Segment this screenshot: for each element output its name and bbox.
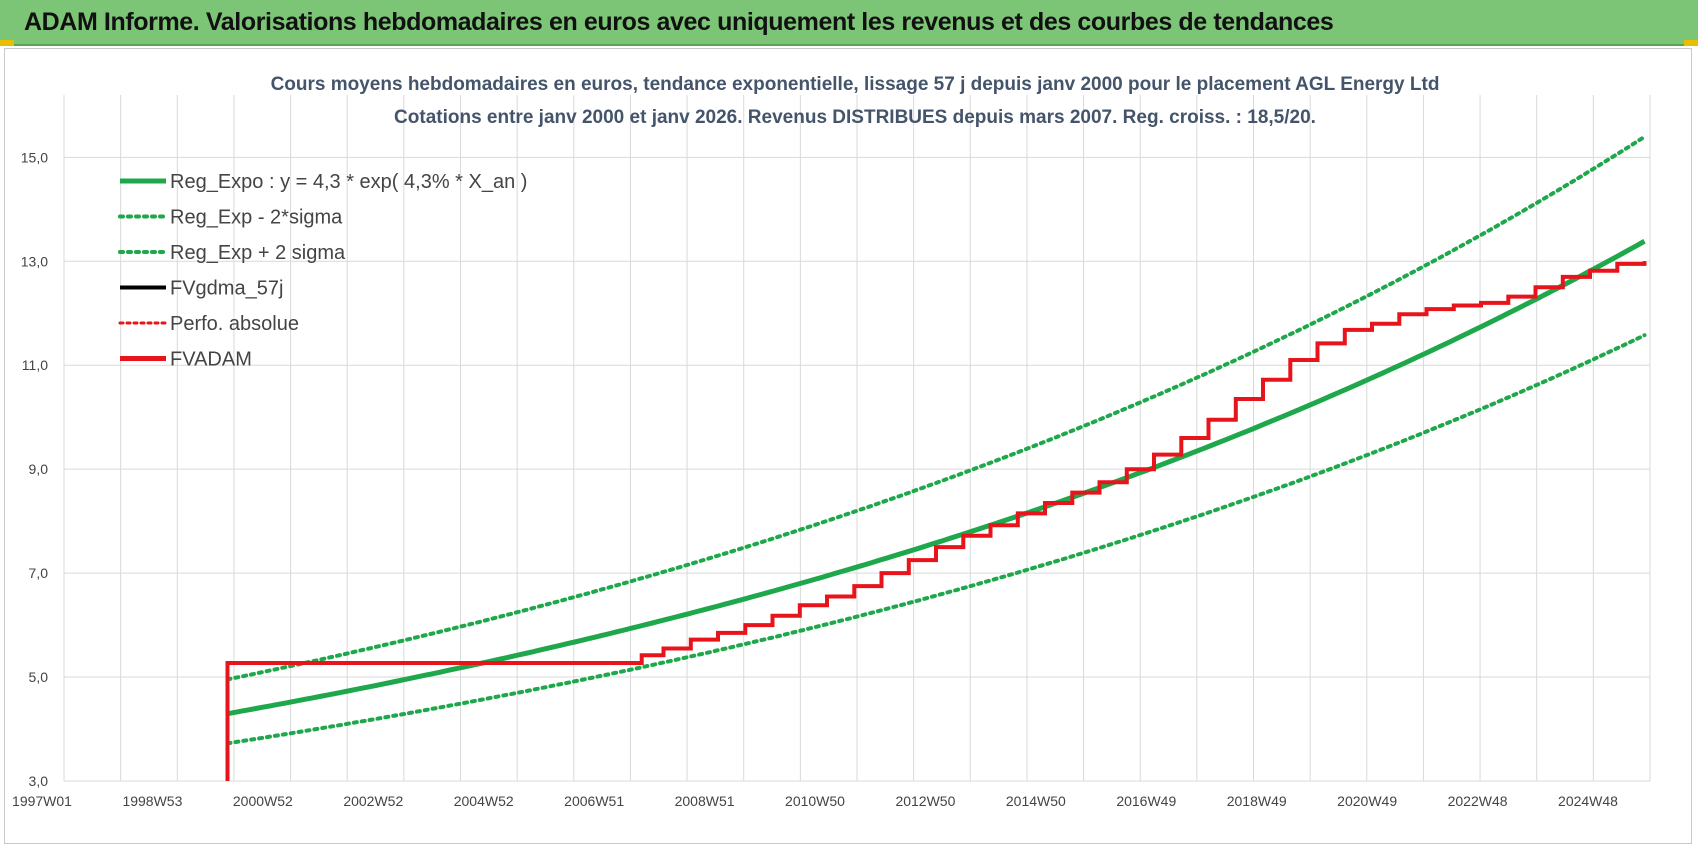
x-tick-label: 2016W49 <box>1116 793 1176 809</box>
legend: Reg_Expo : y = 4,3 * exp( 4,3% * X_an ) R… <box>118 171 527 371</box>
series-fvgdma-57j <box>226 261 1646 781</box>
series-reg-expo <box>227 239 1646 717</box>
x-tick-label: 2006W51 <box>564 793 624 809</box>
series-fvadam <box>225 261 1647 781</box>
x-tick-label: 2008W51 <box>675 793 735 809</box>
chart-title-line-2: Cotations entre janv 2000 et janv 2026. … <box>394 107 1316 128</box>
header-bar: ADAM Informe. Valorisations hebdomadaire… <box>0 0 1698 46</box>
x-tick-label: 2022W48 <box>1448 793 1508 809</box>
legend-label-fvadam: FVADAM <box>170 349 252 371</box>
y-tick-label: 15,0 <box>21 149 48 165</box>
legend-label-reg_plus: Reg_Exp + 2 sigma <box>170 242 346 264</box>
legend-label-perfo: Perfo. absolue <box>170 313 299 335</box>
y-tick-label: 9,0 <box>29 461 49 477</box>
x-tick-label: 2002W52 <box>343 793 403 809</box>
series-reg-exp-minus-2-sigma <box>225 333 1647 746</box>
y-tick-label: 3,0 <box>29 773 49 789</box>
chart-frame <box>4 48 1692 844</box>
x-tick-label: 1998W53 <box>122 793 182 809</box>
y-tick-label: 7,0 <box>29 565 49 581</box>
x-tick-label: 2024W48 <box>1558 793 1618 809</box>
page-title: ADAM Informe. Valorisations hebdomadaire… <box>24 8 1334 36</box>
corner-mark-left <box>0 40 14 46</box>
x-tick-label: 2010W50 <box>785 793 845 809</box>
legend-label-reg_minus: Reg_Exp - 2*sigma <box>170 207 343 229</box>
y-tick-label: 11,0 <box>22 357 48 373</box>
legend-label-reg_expo: Reg_Expo : y = 4,3 * exp( 4,3% * X_an ) <box>170 171 527 193</box>
series-layer <box>225 134 1647 781</box>
x-axis-tick-labels: 1997W01 1998W53 2000W52 2002W52 2004W52 2006W… <box>12 793 1618 809</box>
y-tick-label: 13,0 <box>21 253 48 269</box>
y-axis-tick-labels: 3,0 5,0 7,0 9,0 11,0 13,0 15,0 <box>21 149 48 789</box>
x-tick-label: 2020W49 <box>1337 793 1397 809</box>
chart-title-line-1: Cours moyens hebdomadaires en euros, ten… <box>271 74 1440 95</box>
x-tick-label: 2004W52 <box>454 793 514 809</box>
y-tick-label: 5,0 <box>29 669 49 685</box>
x-tick-label: 2018W49 <box>1227 793 1287 809</box>
x-tick-label: 2012W50 <box>895 793 955 809</box>
series-reg-exp-plus-2-sigma <box>225 134 1647 682</box>
x-tick-label: 2014W50 <box>1006 793 1066 809</box>
x-tick-label: 2000W52 <box>233 793 293 809</box>
legend-label-fvgdma: FVgdma_57j <box>170 278 283 300</box>
x-tick-label: 1997W01 <box>12 793 72 809</box>
grid-layer <box>63 95 1651 782</box>
corner-mark-right <box>1684 40 1698 46</box>
